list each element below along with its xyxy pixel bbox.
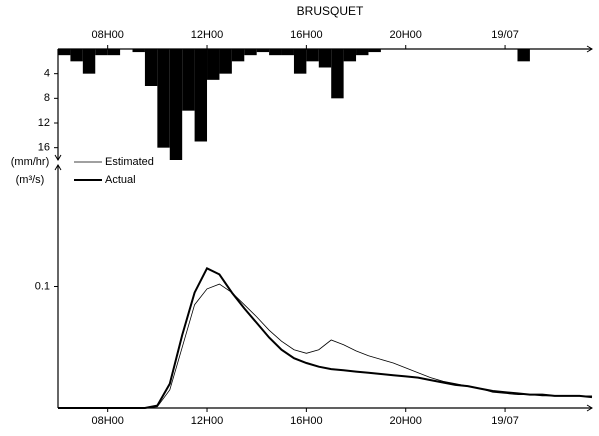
- rain-bar: [169, 49, 183, 160]
- chart-title: BRUSQUET: [297, 4, 364, 18]
- x-tick-label: 20H00: [390, 29, 422, 41]
- x-tick-label: 20H00: [390, 415, 422, 427]
- rain-bar: [269, 49, 282, 56]
- legend-label: Actual: [105, 174, 136, 186]
- flow-line: [58, 283, 592, 409]
- rain-bar: [157, 49, 170, 148]
- x-tick-label: 12H00: [191, 29, 223, 41]
- rain-bar: [82, 49, 96, 74]
- rain-bar: [343, 49, 357, 62]
- y-axis-label: (mm/hr): [11, 156, 50, 168]
- rain-bar: [306, 49, 319, 62]
- rain-bar: [144, 49, 158, 86]
- rain-bar: [58, 49, 71, 56]
- x-tick-label: 16H00: [290, 29, 322, 41]
- rain-bar: [95, 49, 108, 56]
- y-tick-label: 4: [44, 68, 50, 80]
- rain-bar: [244, 49, 257, 56]
- rain-bar: [231, 49, 245, 62]
- x-tick-label: 08H00: [91, 415, 123, 427]
- rain-bar: [132, 49, 145, 53]
- y-tick-label: 12: [38, 117, 50, 129]
- rain-bar: [182, 49, 195, 111]
- x-tick-label: 19/07: [491, 415, 519, 427]
- x-tick-label: 08H00: [91, 29, 123, 41]
- x-axis-arrow: [586, 404, 593, 412]
- rain-bar: [368, 49, 381, 53]
- x-tick-label: 19/07: [491, 29, 519, 41]
- rain-bar: [107, 49, 121, 56]
- rain-bar: [256, 49, 270, 53]
- legend-label: Estimated: [105, 156, 154, 168]
- rain-bar: [70, 49, 83, 62]
- rain-bar: [293, 49, 307, 74]
- y-tick-label: 0.1: [35, 280, 50, 292]
- flow-line: [58, 266, 593, 409]
- rain-bar: [517, 49, 530, 62]
- rain-bar: [356, 49, 369, 56]
- y-tick-label: 16: [38, 142, 50, 154]
- y-axis-arrow: [54, 164, 62, 171]
- x-tick-label: 16H00: [290, 415, 322, 427]
- x-axis-arrow: [586, 45, 593, 53]
- y-axis-arrow: [54, 154, 62, 161]
- rain-bar: [194, 49, 208, 142]
- rain-bar: [219, 49, 232, 74]
- y-tick-label: 8: [44, 92, 50, 104]
- y-axis-label: (m³/s): [16, 174, 45, 186]
- x-tick-label: 12H00: [191, 415, 223, 427]
- rain-bar: [207, 49, 220, 80]
- rain-bar: [281, 49, 294, 56]
- rain-bar: [331, 49, 344, 99]
- rain-bar: [318, 49, 332, 68]
